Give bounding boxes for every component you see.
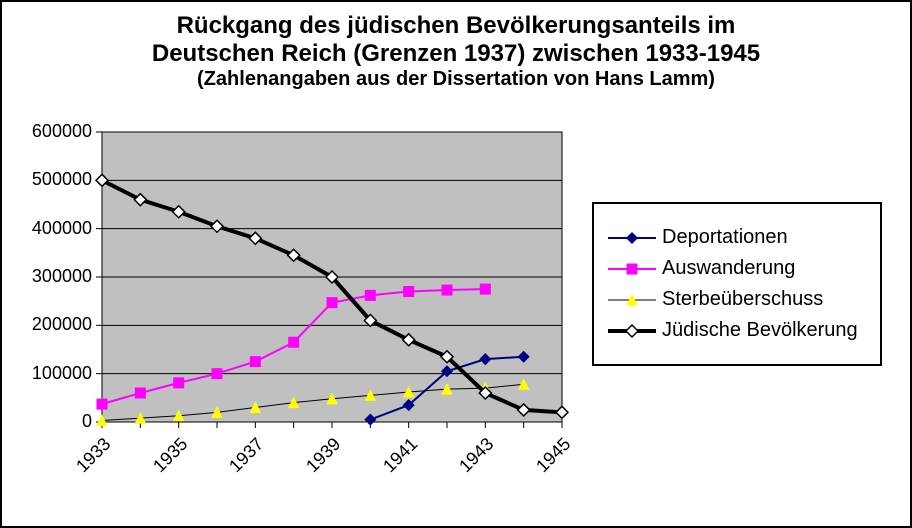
legend-swatch — [608, 323, 656, 339]
title-line-1: Rückgang des jüdischen Bevölkerungsantei… — [2, 12, 910, 40]
y-axis-label: 200000 — [2, 314, 92, 335]
y-axis-label: 0 — [2, 411, 92, 432]
y-axis-label: 100000 — [2, 363, 92, 384]
y-axis-label: 500000 — [2, 169, 92, 190]
legend-swatch — [608, 261, 656, 277]
legend-label: Sterbeüberschuss — [662, 288, 823, 311]
legend: Deportationen Auswanderung Sterbeüberschus… — [592, 202, 882, 366]
y-axis-label: 400000 — [2, 218, 92, 239]
legend-item: Deportationen — [608, 226, 866, 249]
legend-item: Auswanderung — [608, 257, 866, 280]
legend-label: Auswanderung — [662, 257, 795, 280]
legend-item: Jüdische Bevölkerung — [608, 319, 866, 342]
chart-frame: Rückgang des jüdischen Bevölkerungsantei… — [0, 0, 912, 528]
y-axis-label: 600000 — [2, 121, 92, 142]
legend-label: Jüdische Bevölkerung — [662, 319, 858, 342]
legend-item: Sterbeüberschuss — [608, 288, 866, 311]
chart-body: 0100000200000300000400000500000600000193… — [2, 132, 910, 512]
title-line-3: (Zahlenangaben aus der Dissertation von … — [2, 68, 910, 91]
y-axis-label: 300000 — [2, 266, 92, 287]
legend-label: Deportationen — [662, 226, 788, 249]
legend-swatch — [608, 230, 656, 246]
plot-wrap: 0100000200000300000400000500000600000193… — [2, 132, 592, 512]
title-line-2: Deutschen Reich (Grenzen 1937) zwischen … — [2, 40, 910, 68]
legend-swatch — [608, 292, 656, 308]
chart-titles: Rückgang des jüdischen Bevölkerungsantei… — [2, 2, 910, 91]
